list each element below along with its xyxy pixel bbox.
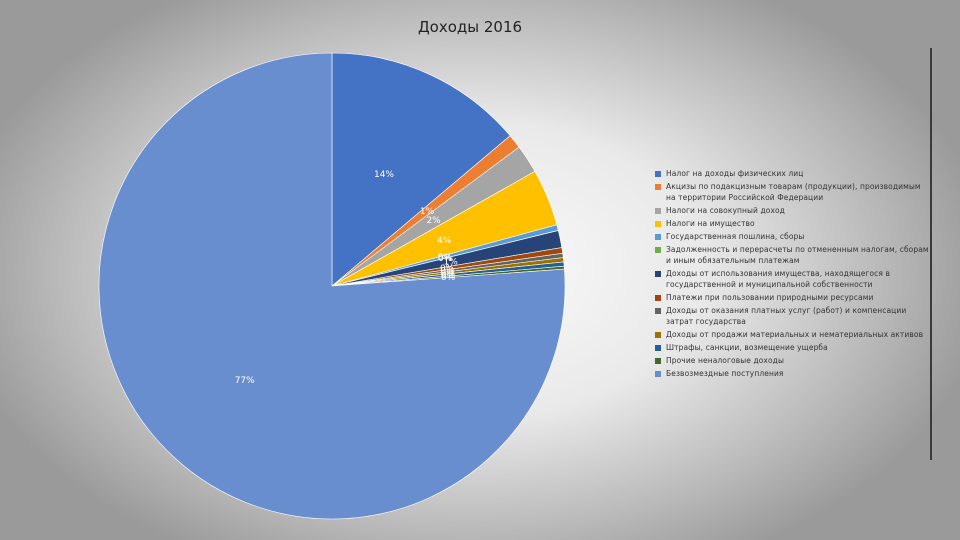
legend-label: Доходы от продажи материальных и нематер… bbox=[666, 330, 924, 339]
legend-item: Доходы от продажи материальных и нематер… bbox=[655, 329, 930, 340]
data-label: 1% bbox=[420, 207, 435, 217]
legend-label: Акцизы по подакцизным товарам (продукции… bbox=[666, 182, 921, 202]
legend-label: Безвозмездные поступления bbox=[666, 369, 784, 378]
legend-label: Доходы от использования имущества, наход… bbox=[666, 269, 890, 289]
data-label: 0% bbox=[440, 264, 455, 274]
legend-item: Прочие неналоговые доходы bbox=[655, 355, 930, 366]
legend-item: Штрафы, санкции, возмещение ущерба bbox=[655, 342, 930, 353]
chart-legend: Налог на доходы физических лиц Акцизы по … bbox=[655, 168, 930, 381]
data-label: 0% bbox=[440, 267, 455, 277]
legend-item: Задолженность и перерасчеты по отмененны… bbox=[655, 244, 930, 266]
data-label: 14% bbox=[374, 170, 394, 180]
pie-slice bbox=[331, 52, 511, 287]
data-label: 0% bbox=[441, 269, 456, 279]
legend-swatch bbox=[655, 332, 661, 338]
legend-swatch bbox=[655, 171, 661, 177]
legend-swatch bbox=[655, 234, 661, 240]
data-label: 77% bbox=[235, 376, 255, 386]
data-label: 0% bbox=[441, 271, 456, 281]
legend-label: Задолженность и перерасчеты по отмененны… bbox=[666, 245, 929, 265]
legend-item: Платежи при пользовании природными ресур… bbox=[655, 292, 930, 303]
legend-item: Доходы от оказания платных услуг (работ)… bbox=[655, 305, 930, 327]
legend-swatch bbox=[655, 247, 661, 253]
legend-item: Налоги на имущество bbox=[655, 218, 930, 229]
legend-label: Налоги на совокупный доход bbox=[666, 206, 785, 215]
data-label: 0% bbox=[441, 273, 456, 283]
chart-border bbox=[930, 48, 932, 460]
legend-swatch bbox=[655, 358, 661, 364]
legend-label: Налоги на имущество bbox=[666, 219, 755, 228]
legend-swatch bbox=[655, 295, 661, 301]
data-label: 0% bbox=[438, 253, 453, 263]
legend-swatch bbox=[655, 308, 661, 314]
legend-item: Безвозмездные поступления bbox=[655, 368, 930, 379]
legend-swatch bbox=[655, 345, 661, 351]
legend-label: Доходы от оказания платных услуг (работ)… bbox=[666, 306, 907, 326]
legend-item: Акцизы по подакцизным товарам (продукции… bbox=[655, 181, 930, 203]
legend-swatch bbox=[655, 208, 661, 214]
legend-label: Прочие неналоговые доходы bbox=[666, 356, 784, 365]
chart-title: Доходы 2016 bbox=[417, 18, 523, 36]
legend-item: Налог на доходы физических лиц bbox=[655, 168, 930, 179]
data-label: 0% bbox=[438, 254, 453, 264]
legend-swatch bbox=[655, 184, 661, 190]
data-label: 1% bbox=[444, 258, 459, 268]
legend-item: Государственная пошлина, сборы bbox=[655, 231, 930, 242]
legend-label: Штрафы, санкции, возмещение ущерба bbox=[666, 343, 828, 352]
legend-label: Государственная пошлина, сборы bbox=[666, 232, 805, 241]
legend-swatch bbox=[655, 221, 661, 227]
legend-item: Налоги на совокупный доход bbox=[655, 205, 930, 216]
pie-slice bbox=[98, 52, 566, 520]
legend-label: Платежи при пользовании природными ресур… bbox=[666, 293, 874, 302]
legend-label: Налог на доходы физических лиц bbox=[666, 169, 804, 178]
legend-item: Доходы от использования имущества, наход… bbox=[655, 268, 930, 290]
data-label: 2% bbox=[426, 216, 441, 226]
legend-swatch bbox=[655, 271, 661, 277]
legend-swatch bbox=[655, 371, 661, 377]
data-label: 4% bbox=[437, 236, 452, 246]
